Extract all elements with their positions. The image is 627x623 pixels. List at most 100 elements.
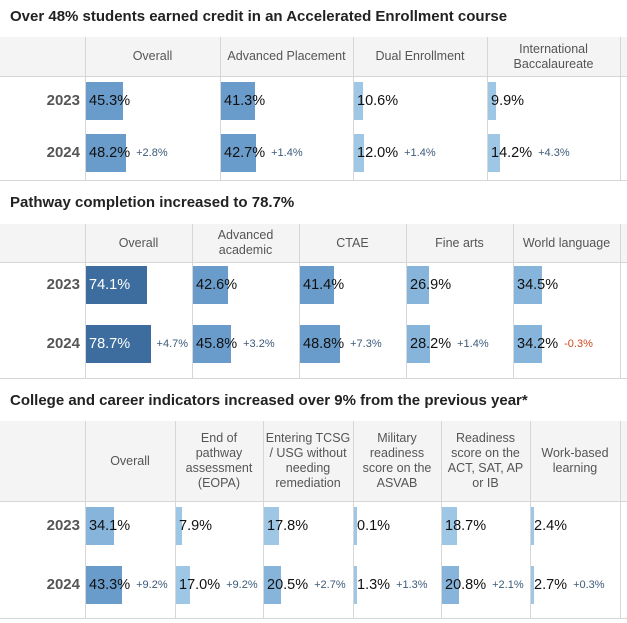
data-bar xyxy=(300,325,341,363)
data-bar xyxy=(531,507,534,545)
year-label: 2023 xyxy=(46,276,80,293)
value-label: 42.7% xyxy=(224,145,266,161)
value-label: 20.5% xyxy=(267,577,309,593)
data-bar xyxy=(531,566,534,604)
column-header: International Baccalaureate xyxy=(513,41,594,71)
column-divider xyxy=(620,421,621,618)
change-label: +9.2% xyxy=(226,579,258,591)
value-label: 7.9% xyxy=(179,518,213,534)
column-divider xyxy=(220,37,221,180)
column-divider xyxy=(353,421,354,618)
data-bar xyxy=(442,507,458,545)
value-label: 45.3% xyxy=(89,93,131,109)
section-title: Over 48% students earned credit in an Ac… xyxy=(10,8,508,25)
column-divider xyxy=(192,224,193,378)
data-bar xyxy=(176,566,190,604)
data-bar xyxy=(86,266,147,304)
data-bar xyxy=(354,82,363,120)
value-label: 2.4% xyxy=(534,518,568,534)
change-label: +4.7% xyxy=(156,338,189,350)
data-bar xyxy=(442,566,460,604)
data-bar xyxy=(86,325,151,363)
value-label: 1.3% xyxy=(357,577,391,593)
column-header: Work-based learning xyxy=(541,446,609,475)
change-label: +0.3% xyxy=(573,579,605,591)
column-header: Readiness score on the ACT, SAT, AP or I… xyxy=(447,431,524,490)
column-header: CTAE xyxy=(336,235,369,250)
change-label: +3.2% xyxy=(243,338,275,350)
column-divider xyxy=(353,37,354,180)
value-label: 41.3% xyxy=(224,93,266,109)
value-label: 41.4% xyxy=(303,277,345,293)
section-bottom-divider xyxy=(0,378,627,379)
data-bar xyxy=(264,566,281,604)
section-bottom-divider xyxy=(0,180,627,181)
year-label: 2024 xyxy=(46,144,80,161)
data-bar xyxy=(407,266,430,304)
change-label: +1.3% xyxy=(396,579,428,591)
value-label: 45.8% xyxy=(196,336,238,352)
column-divider xyxy=(530,421,531,618)
value-label: 12.0% xyxy=(357,145,399,161)
value-label: 78.7% xyxy=(89,336,131,352)
value-label: 17.8% xyxy=(267,518,309,534)
column-header: End of pathway assessment (EOPA) xyxy=(185,431,253,490)
column-divider xyxy=(513,224,514,378)
value-label: 34.2% xyxy=(517,336,559,352)
column-divider xyxy=(263,421,264,618)
data-bar xyxy=(264,507,279,545)
column-header: Dual Enrollment xyxy=(375,49,465,63)
column-divider xyxy=(441,421,442,618)
value-label: 9.9% xyxy=(491,93,525,109)
year-label: 2024 xyxy=(46,335,80,352)
value-label: 34.1% xyxy=(89,518,131,534)
column-divider xyxy=(85,37,86,180)
column-divider xyxy=(299,224,300,378)
column-divider xyxy=(85,421,86,618)
column-divider xyxy=(487,37,488,180)
value-label: 2.7% xyxy=(534,577,568,593)
data-bar xyxy=(354,134,364,172)
value-label: 20.8% xyxy=(445,577,487,593)
data-bar xyxy=(488,134,500,172)
column-divider xyxy=(85,224,86,378)
section-title: College and career indicators increased … xyxy=(10,392,528,409)
change-label: +9.2% xyxy=(136,579,168,591)
section-bottom-divider xyxy=(0,618,627,619)
data-bar xyxy=(193,325,231,363)
column-header: Advanced Placement xyxy=(227,49,346,63)
header-divider xyxy=(0,76,627,77)
data-bar xyxy=(86,507,114,545)
value-label: 10.6% xyxy=(357,93,399,109)
data-bar xyxy=(514,325,543,363)
column-header: Overall xyxy=(118,235,159,250)
data-bar xyxy=(86,566,122,604)
year-label: 2024 xyxy=(46,576,80,593)
data-bar xyxy=(514,266,543,304)
header-band xyxy=(0,421,627,501)
data-bar xyxy=(221,134,256,172)
column-header: Military readiness score on the ASVAB xyxy=(362,431,432,490)
change-label: +1.4% xyxy=(271,147,303,159)
column-header: Advanced academic xyxy=(217,228,274,257)
value-label: 14.2% xyxy=(491,145,533,161)
data-bar xyxy=(176,507,183,545)
value-label: 0.1% xyxy=(357,518,391,534)
change-label: +1.4% xyxy=(404,147,436,159)
column-header: Overall xyxy=(110,453,150,468)
header-band xyxy=(0,37,627,76)
value-label: 48.2% xyxy=(89,145,131,161)
data-bar xyxy=(488,82,497,120)
value-label: 42.6% xyxy=(196,277,238,293)
header-divider xyxy=(0,501,627,502)
value-label: 43.3% xyxy=(89,577,131,593)
data-bar xyxy=(86,82,124,120)
change-label: -0.3% xyxy=(564,338,593,350)
data-bar xyxy=(300,266,334,304)
change-label: +2.1% xyxy=(492,579,524,591)
value-label: 18.7% xyxy=(445,518,487,534)
value-label: 74.1% xyxy=(89,277,131,293)
year-label: 2023 xyxy=(46,517,80,534)
column-header: Entering TCSG / USG without needing reme… xyxy=(265,431,351,490)
data-bar xyxy=(221,82,255,120)
